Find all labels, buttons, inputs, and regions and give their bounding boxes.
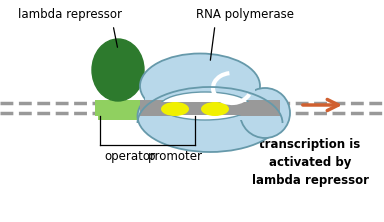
- Ellipse shape: [92, 39, 144, 101]
- Ellipse shape: [240, 88, 290, 138]
- Ellipse shape: [140, 54, 260, 119]
- Ellipse shape: [137, 80, 283, 152]
- Ellipse shape: [201, 102, 229, 116]
- Ellipse shape: [160, 92, 250, 120]
- FancyBboxPatch shape: [145, 102, 275, 115]
- FancyBboxPatch shape: [145, 80, 255, 120]
- FancyBboxPatch shape: [140, 100, 280, 116]
- Ellipse shape: [161, 102, 189, 116]
- Text: lambda repressor: lambda repressor: [18, 8, 122, 21]
- FancyBboxPatch shape: [98, 100, 138, 120]
- Text: promoter: promoter: [147, 150, 202, 163]
- Text: RNA polymerase: RNA polymerase: [196, 8, 294, 21]
- FancyBboxPatch shape: [95, 100, 147, 116]
- Text: operator: operator: [104, 150, 156, 163]
- Text: transcription is
activated by
lambda repressor: transcription is activated by lambda rep…: [252, 138, 369, 187]
